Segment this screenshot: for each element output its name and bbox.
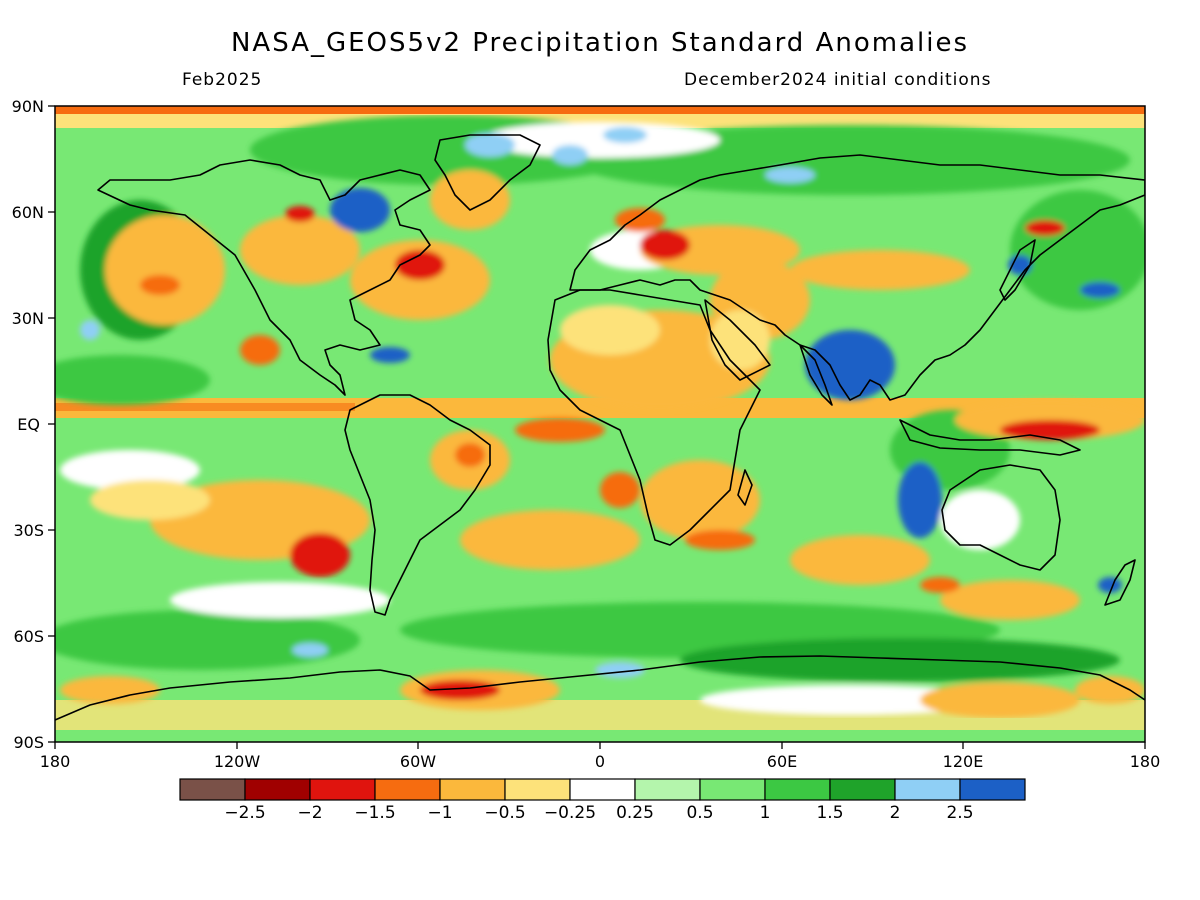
- lon-label-120e: 120E: [943, 752, 984, 771]
- anomaly-field: [55, 106, 1145, 742]
- lat-label-30s: 30S: [13, 521, 44, 540]
- colorbar-label: −2: [297, 803, 322, 823]
- lon-label-60e: 60E: [767, 752, 797, 771]
- lat-label-60s: 60S: [13, 627, 44, 646]
- colorbar-label: −1.5: [354, 803, 395, 823]
- colorbar-label: 2: [890, 803, 901, 823]
- colorbar-swatch: [244, 778, 311, 801]
- colorbar: −2.5 −2 −1.5 −1 −0.5 −0.25 0.25 0.5 1 1.5 2 2.5: [179, 778, 1026, 823]
- colorbar-swatch: [569, 778, 636, 801]
- colorbar-label: 1.5: [816, 803, 843, 823]
- colorbar-label: −1: [427, 803, 452, 823]
- colorbar-label: 2.5: [946, 803, 973, 823]
- colorbar-swatch: [634, 778, 701, 801]
- map-title: NASA_GEOS5v2 Precipitation Standard Anom…: [230, 28, 970, 58]
- lat-label-60n: 60N: [12, 203, 44, 222]
- colorbar-swatch: [764, 778, 831, 801]
- colorbar-swatch: [504, 778, 571, 801]
- axis-ticks: [48, 105, 1146, 749]
- lon-label-60w: 60W: [400, 752, 436, 771]
- lon-label-180w: 180: [40, 752, 71, 771]
- colorbar-label: −0.25: [544, 803, 596, 823]
- colorbar-label: 0.25: [616, 803, 654, 823]
- lat-label-30n: 30N: [12, 309, 44, 328]
- lon-label-120w: 120W: [214, 752, 261, 771]
- colorbar-swatch: [699, 778, 766, 801]
- lon-label-0: 0: [595, 752, 605, 771]
- colorbar-swatch: [829, 778, 896, 801]
- colorbar-label: −2.5: [224, 803, 265, 823]
- colorbar-swatch: [374, 778, 441, 801]
- colorbar-label: 1: [760, 803, 771, 823]
- colorbar-swatch: [179, 778, 246, 801]
- colorbar-label: −0.5: [484, 803, 525, 823]
- coastlines: [55, 134, 1145, 721]
- lat-label-eq: EQ: [17, 415, 40, 434]
- colorbar-label: 0.5: [686, 803, 713, 823]
- colorbar-swatch: [959, 778, 1026, 801]
- colorbar-swatch: [439, 778, 506, 801]
- lat-label-90n: 90N: [12, 97, 44, 116]
- colorbar-swatch: [894, 778, 961, 801]
- colorbar-swatch: [309, 778, 376, 801]
- init-conditions-label: December2024 initial conditions: [684, 70, 992, 90]
- valid-month-label: Feb2025: [182, 70, 263, 90]
- lat-label-90s: 90S: [13, 733, 44, 752]
- lon-label-180e: 180: [1130, 752, 1161, 771]
